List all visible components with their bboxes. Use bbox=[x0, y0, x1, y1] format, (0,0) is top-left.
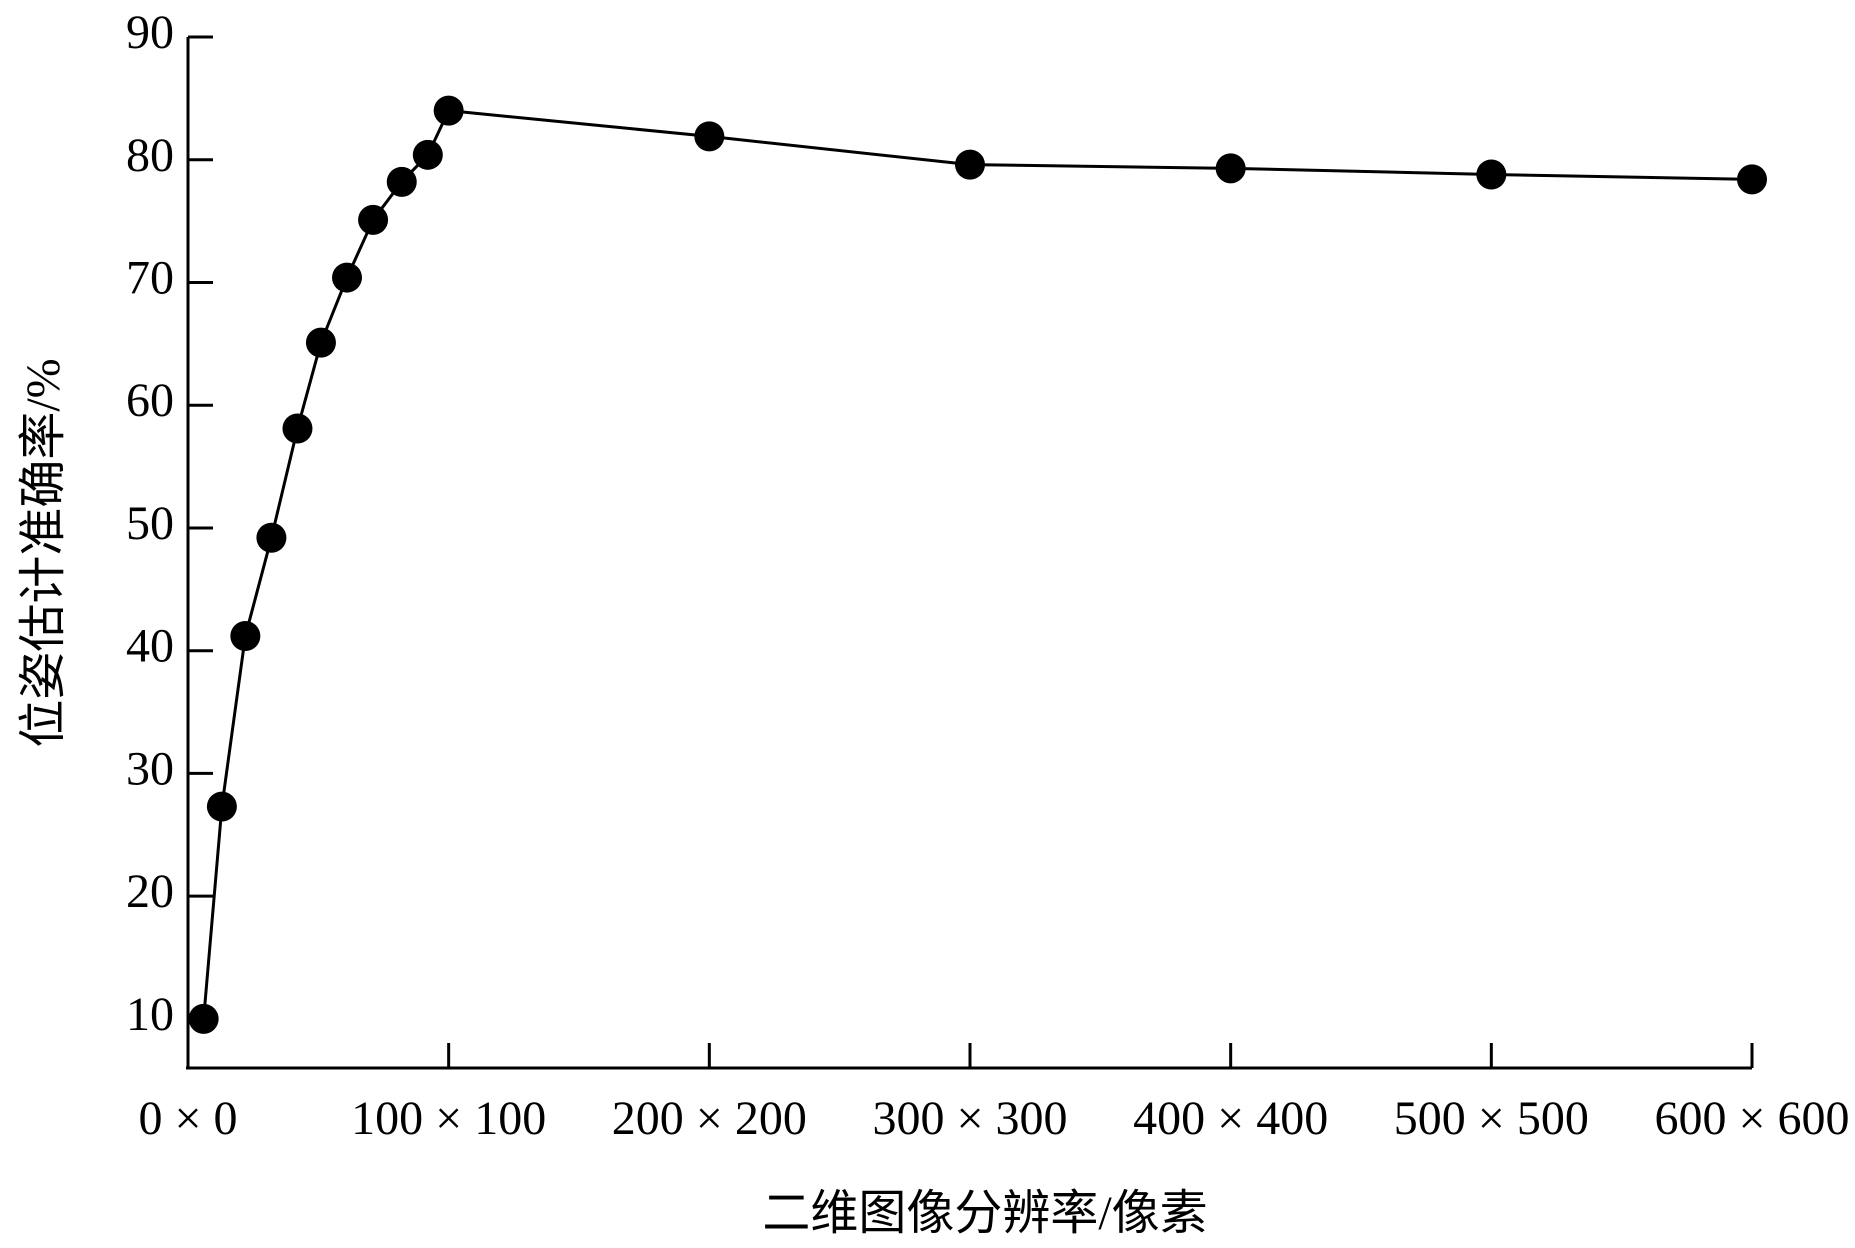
data-point bbox=[230, 620, 261, 651]
data-point bbox=[433, 95, 464, 126]
x-tick-label: 600 × 600 bbox=[1654, 1092, 1849, 1145]
y-tick-label: 50 bbox=[126, 497, 174, 550]
series-line bbox=[202, 109, 1753, 1020]
data-point bbox=[188, 1003, 219, 1034]
y-tick-label: 20 bbox=[126, 865, 174, 918]
x-tick-label: 400 × 400 bbox=[1133, 1092, 1328, 1145]
data-point bbox=[358, 204, 389, 235]
data-point bbox=[332, 262, 363, 293]
y-tick-label: 10 bbox=[126, 988, 174, 1041]
x-tick-label: 500 × 500 bbox=[1394, 1092, 1589, 1145]
y-tick-label: 30 bbox=[126, 742, 174, 795]
data-point bbox=[1215, 153, 1246, 184]
x-tick-label: 200 × 200 bbox=[612, 1092, 807, 1145]
x-tick-label: 0 × 0 bbox=[138, 1092, 237, 1145]
data-point bbox=[1737, 164, 1767, 195]
y-tick-label: 90 bbox=[126, 6, 174, 59]
data-point bbox=[1476, 159, 1507, 190]
x-tick-label: 300 × 300 bbox=[872, 1092, 1067, 1145]
x-tick-label: 100 × 100 bbox=[351, 1092, 546, 1145]
y-axis-title: 位姿估计准确率/% bbox=[17, 358, 70, 747]
data-point bbox=[694, 121, 725, 152]
y-tick-label: 70 bbox=[126, 251, 174, 304]
data-point bbox=[305, 327, 336, 358]
data-point bbox=[412, 139, 443, 170]
data-point bbox=[955, 149, 985, 180]
y-tick-label: 40 bbox=[126, 620, 174, 673]
data-point bbox=[256, 522, 287, 553]
data-point bbox=[206, 791, 237, 822]
x-axis-title: 二维图像分辨率/像素 bbox=[762, 1187, 1207, 1240]
y-tick-label: 80 bbox=[126, 129, 174, 182]
data-point bbox=[282, 413, 313, 444]
data-point bbox=[386, 166, 417, 197]
y-tick-label: 60 bbox=[126, 374, 174, 427]
